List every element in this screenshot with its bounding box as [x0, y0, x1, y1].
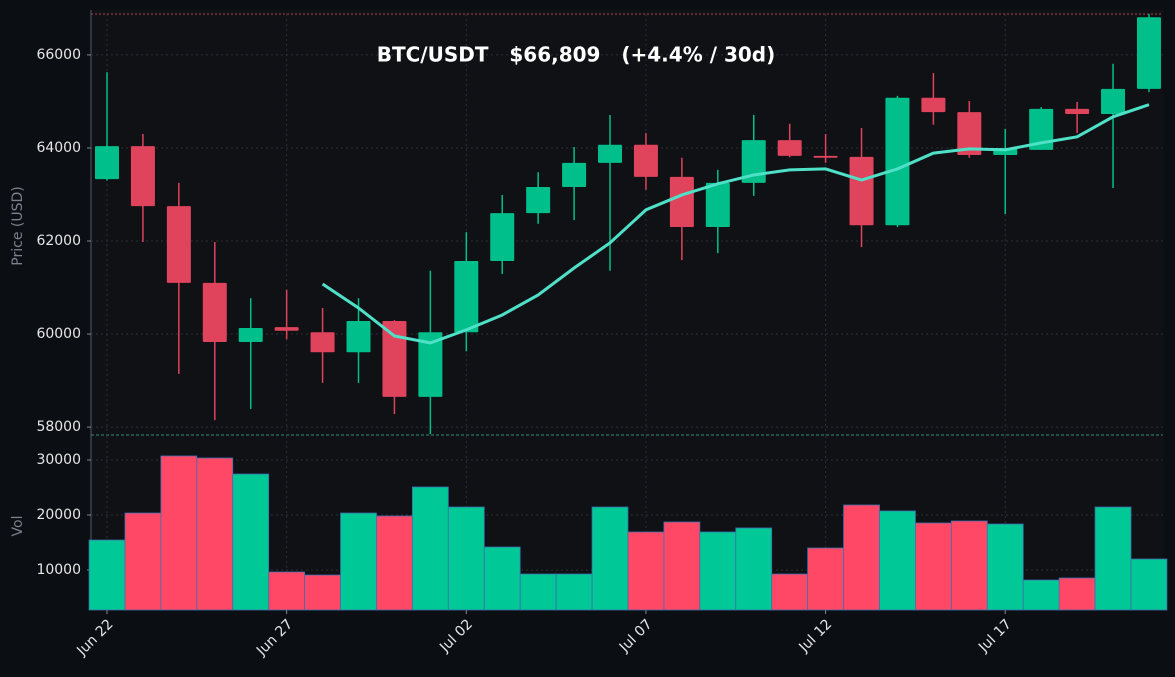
volume-bar	[950, 520, 988, 611]
moving-average-line	[321, 103, 1150, 345]
volume-tick-label: 20000	[36, 507, 81, 523]
volume-bar	[699, 531, 737, 611]
volume-bar	[124, 512, 162, 611]
candle-body	[777, 140, 802, 156]
candle-body	[1136, 17, 1161, 89]
volume-bar	[88, 539, 126, 611]
volume-bar	[1022, 579, 1060, 611]
volume-bar	[196, 457, 234, 611]
volume-bar	[555, 573, 593, 611]
chart-title: BTC/USDT $66,809 (+4.4% / 30d)	[377, 43, 776, 67]
volume-tick-label: 30000	[36, 452, 81, 468]
candle-body	[849, 156, 874, 226]
candle-body	[1101, 88, 1126, 115]
volume-bar	[304, 574, 341, 611]
volume-bar	[1058, 577, 1096, 611]
volume-bar	[879, 510, 916, 611]
candle-body	[598, 144, 623, 163]
volume-bar	[735, 527, 773, 611]
volume-bar	[412, 486, 449, 611]
candle-body	[562, 162, 587, 188]
candle-body	[418, 332, 443, 397]
candle-body	[669, 176, 694, 228]
volume-bar	[160, 455, 198, 611]
volume-bar	[447, 506, 485, 611]
y-tick-label: 64000	[36, 140, 81, 156]
volume-tick-label: 10000	[36, 562, 81, 578]
candle-body	[885, 97, 910, 226]
volume-bar	[340, 512, 377, 611]
candle-body	[166, 206, 191, 283]
y-tick-label: 60000	[36, 326, 81, 342]
volume-bar	[1094, 506, 1132, 611]
candle-body	[346, 321, 371, 353]
y-tick-label: 62000	[36, 233, 81, 249]
volume-bar	[376, 515, 413, 611]
y-tick-label: 66000	[36, 47, 81, 63]
candle-body	[95, 146, 119, 180]
candle-body	[130, 146, 155, 207]
candle-body	[705, 182, 730, 228]
candle-body	[741, 140, 766, 183]
volume-bar	[268, 571, 306, 611]
candle-body	[526, 187, 551, 214]
candle-body	[202, 282, 227, 342]
candle-body	[957, 112, 982, 155]
candle-body	[1029, 108, 1054, 150]
volume-bar	[807, 547, 844, 611]
volume-bar	[1130, 558, 1168, 611]
volume-bar	[483, 546, 521, 611]
candle-body	[633, 144, 658, 177]
volume-bar	[915, 522, 952, 611]
candle-body	[238, 328, 263, 342]
candle-body	[274, 327, 299, 331]
candle-body	[310, 332, 335, 353]
candle-body	[454, 261, 479, 333]
volume-bar	[771, 573, 809, 611]
volume-bar	[663, 521, 701, 611]
volume-bar	[986, 523, 1024, 611]
y-tick-label: 58000	[36, 419, 81, 435]
volume-bar	[591, 506, 629, 611]
candle-body	[813, 155, 838, 158]
candle-body	[382, 321, 407, 397]
y-axis-label: Price (USD)	[10, 186, 26, 265]
candle-body	[1065, 108, 1090, 115]
volume-bar	[627, 531, 665, 611]
volume-bar	[232, 473, 270, 611]
marks: 58000 60000 62000 64000 66000 10000 20000 30000…	[36, 14, 1168, 660]
candle-body	[490, 213, 515, 262]
volume-axis-label: Vol	[10, 516, 26, 537]
volume-bar	[519, 573, 557, 611]
candle-body	[921, 97, 946, 113]
volume-bar	[843, 504, 880, 611]
